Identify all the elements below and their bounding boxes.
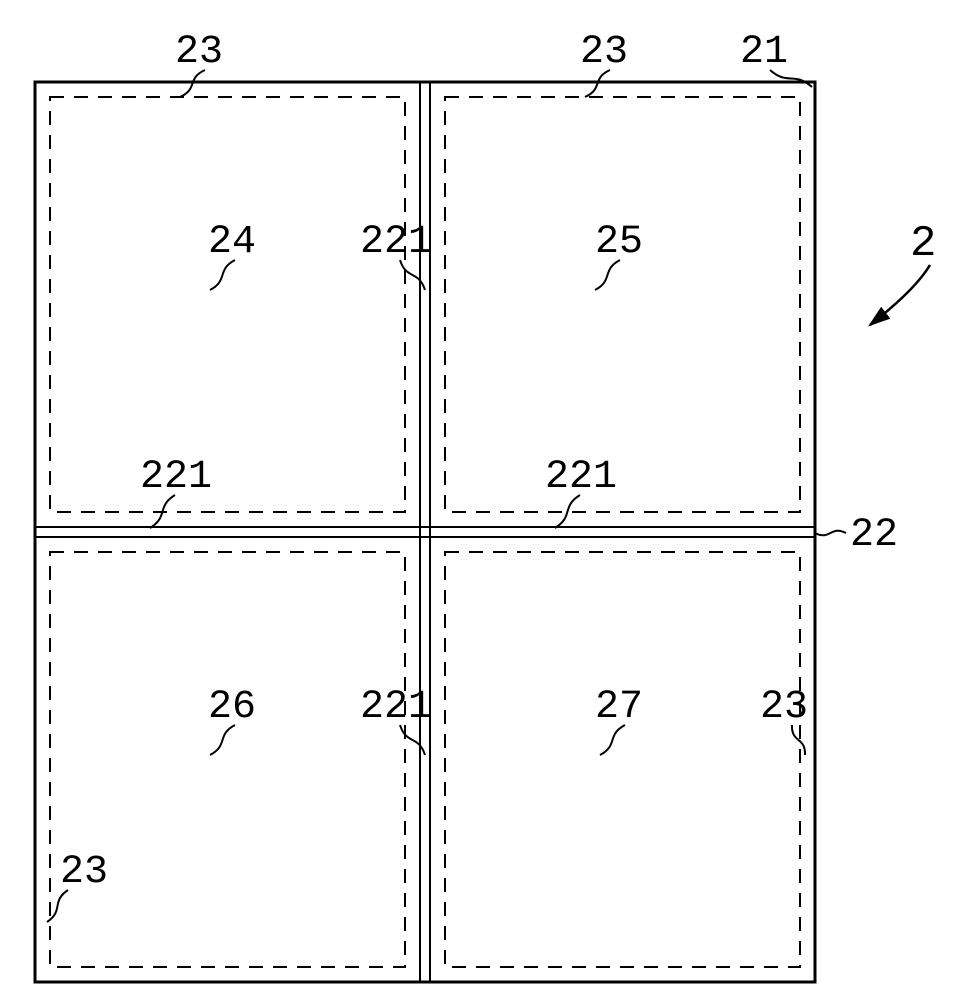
label-23-13: 23 <box>760 685 808 730</box>
diagram-svg: 23 23 21 24 221 25 2 221 221 22 26 221 27 23 23 <box>0 0 963 1000</box>
dashed-region-25 <box>445 97 800 512</box>
label-23-1: 23 <box>580 30 628 75</box>
label-221-8: 221 <box>545 455 617 500</box>
label-221-4: 221 <box>360 220 432 265</box>
label-27-12: 27 <box>595 685 643 730</box>
label-25-5: 25 <box>595 220 643 265</box>
label-23-14: 23 <box>60 850 108 895</box>
label-2-6: 2 <box>910 219 936 269</box>
leader-22-9 <box>815 531 846 536</box>
dashed-region-24 <box>50 97 405 512</box>
leader-arrow-2 <box>870 265 930 325</box>
label-24-3: 24 <box>208 220 256 265</box>
label-22-9: 22 <box>850 513 898 558</box>
label-26-10: 26 <box>208 685 256 730</box>
label-221-11: 221 <box>360 685 432 730</box>
outer-frame <box>35 82 815 982</box>
technical-diagram: 23 23 21 24 221 25 2 221 221 22 26 221 27 23 23 <box>0 0 963 1000</box>
dashed-region-26 <box>50 552 405 967</box>
dashed-region-27 <box>445 552 800 967</box>
label-21-2: 21 <box>740 30 788 75</box>
label-23-0: 23 <box>175 30 223 75</box>
label-221-7: 221 <box>140 455 212 500</box>
